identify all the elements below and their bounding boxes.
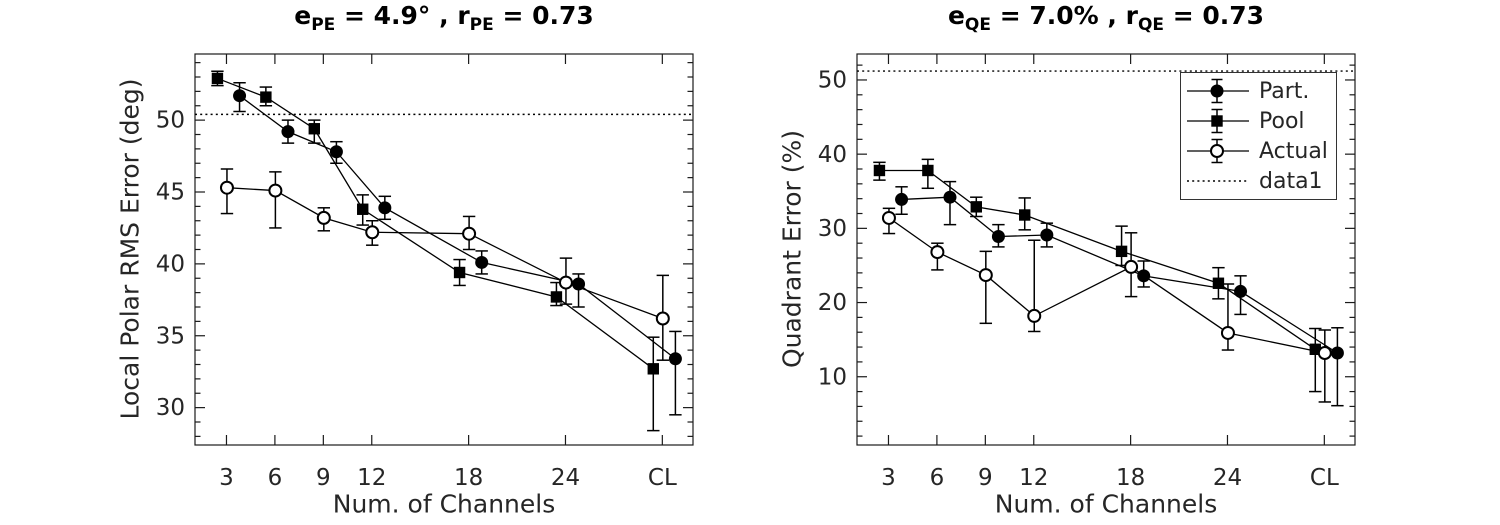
series-actual: [219, 168, 670, 361]
x-tick-label: 12: [357, 465, 386, 491]
y-tick-label: 40: [818, 142, 847, 168]
filled-circle-marker: [668, 352, 682, 366]
legend: Part. Pool Actual data1: [1180, 72, 1337, 200]
filled-square-marker: [550, 291, 563, 303]
legend-label: Part.: [1259, 78, 1310, 104]
open-circle-marker: [462, 226, 477, 241]
filled-square-marker: [1115, 245, 1128, 258]
y-tick-label: 45: [156, 180, 185, 206]
open-circle-marker: [219, 180, 234, 195]
filled-square-legend-sample: [1187, 108, 1249, 134]
filled-square-marker: [308, 123, 320, 135]
panel-right-ylabel: Quadrant Error (%): [777, 129, 807, 369]
y-tick-label: 50: [156, 108, 185, 134]
filled-circle-marker: [895, 192, 909, 206]
filled-square-marker: [922, 164, 934, 177]
panel-left-ylabel: Local Polar RMS Error (deg): [115, 78, 145, 420]
filled-circle-marker: [1210, 84, 1224, 98]
y-tick-label: 20: [818, 290, 847, 316]
filled-square-marker: [1309, 343, 1321, 355]
filled-circle-marker: [475, 255, 489, 269]
open-circle-marker: [1210, 144, 1224, 158]
filled-circle-marker: [572, 277, 586, 291]
filled-square-marker: [453, 266, 466, 279]
legend-item-pool: Pool: [1181, 106, 1336, 136]
filled-circle-marker: [281, 125, 295, 139]
legend-item-data1: data1: [1181, 166, 1336, 196]
open-circle-marker: [1124, 259, 1139, 274]
filled-circle-marker: [329, 145, 343, 159]
filled-circle-marker: [1330, 346, 1344, 360]
y-tick-label: 35: [156, 323, 185, 349]
axes: [856, 53, 1356, 446]
filled-square-marker: [647, 363, 659, 375]
x-tick-label: 12: [1019, 465, 1048, 491]
x-tick-label: 6: [930, 465, 945, 491]
series-pool: [211, 70, 660, 432]
filled-square-marker: [970, 201, 982, 213]
dotted-line-legend-sample: [1187, 180, 1249, 182]
x-tick-label: CL: [1310, 465, 1339, 491]
filled-circle-marker: [991, 230, 1005, 244]
filled-square-marker: [1211, 115, 1223, 127]
x-tick-label: 18: [1116, 465, 1145, 491]
legend-label: Pool: [1259, 108, 1305, 134]
panel-left-title: ePE = 4.9° , rPE = 0.73: [294, 1, 594, 35]
panel-right: 10 20 30 40 50 3 6 9 12 18 24 CL: [818, 53, 1356, 491]
open-circle-marker: [978, 268, 993, 283]
filled-circle-legend-sample: [1187, 78, 1249, 104]
legend-item-part: Part.: [1181, 76, 1336, 106]
filled-square-marker: [211, 72, 224, 85]
axes: [194, 53, 694, 446]
legend-label: data1: [1259, 168, 1323, 194]
x-tick-label: 18: [454, 465, 483, 491]
open-circle-marker: [365, 225, 380, 240]
x-tick-label: 9: [316, 465, 331, 491]
y-tick-label: 10: [818, 364, 847, 390]
filled-circle-marker: [378, 201, 392, 215]
filled-circle-marker: [1040, 228, 1054, 242]
filled-circle-marker: [233, 89, 247, 103]
series-part: [233, 82, 682, 416]
x-tick-label: 24: [1213, 465, 1242, 491]
legend-label: Actual: [1259, 138, 1328, 164]
open-circle-marker: [1317, 346, 1332, 360]
filled-square-marker: [260, 91, 272, 103]
y-tick-label: 30: [156, 395, 185, 421]
filled-square-marker: [1019, 209, 1031, 221]
series-part: [895, 180, 1344, 407]
filled-square-marker: [873, 164, 886, 177]
open-circle-marker: [558, 275, 573, 290]
filled-circle-marker: [943, 190, 957, 204]
filled-square-marker: [357, 203, 369, 215]
open-circle-marker: [655, 311, 670, 326]
x-tick-label: 9: [978, 465, 993, 491]
series-actual: [881, 207, 1332, 403]
y-tick-label: 40: [156, 251, 185, 277]
panel-right-xlabel: Num. of Channels: [994, 489, 1218, 519]
panel-right-title: eQE = 7.0% , rQE = 0.73: [947, 1, 1265, 35]
x-tick-label: 3: [219, 465, 234, 491]
x-tick-label: CL: [648, 465, 677, 491]
panel-left-xlabel: Num. of Channels: [332, 489, 556, 519]
open-circle-marker: [881, 210, 896, 225]
x-tick-label: 6: [268, 465, 283, 491]
legend-item-actual: Actual: [1181, 136, 1336, 166]
open-circle-marker: [1027, 308, 1042, 323]
x-tick-label: 24: [551, 465, 580, 491]
open-circle-marker: [268, 183, 283, 198]
y-tick-label: 30: [818, 216, 847, 242]
open-circle-marker: [1220, 325, 1235, 340]
open-circle-marker: [930, 245, 945, 260]
open-circle-marker: [316, 210, 331, 225]
panel-left: 30 35 40 45 50 3 6 9 12 18 24 CL: [156, 53, 694, 491]
y-tick-label: 50: [818, 68, 847, 94]
filled-square-marker: [1212, 277, 1225, 289]
x-tick-label: 3: [881, 465, 896, 491]
filled-circle-marker: [1234, 284, 1248, 298]
open-circle-legend-sample: [1187, 138, 1249, 164]
series-pool: [873, 158, 1322, 393]
